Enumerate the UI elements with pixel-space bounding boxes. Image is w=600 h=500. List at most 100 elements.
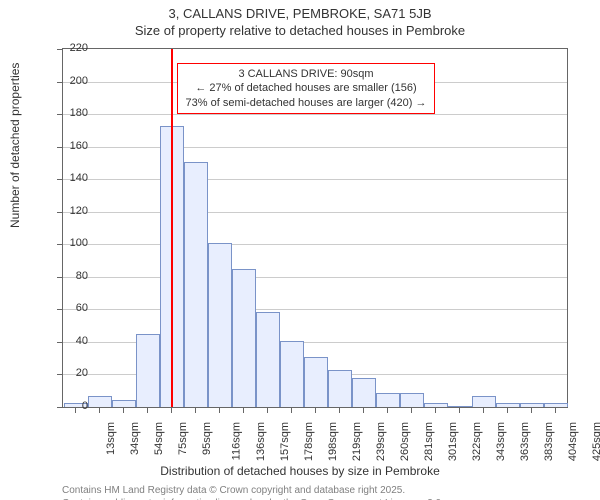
gridline	[63, 212, 567, 213]
histogram-bar	[112, 400, 136, 408]
attribution-footer: Contains HM Land Registry data © Crown c…	[62, 484, 444, 500]
x-tick-label: 54sqm	[153, 422, 165, 455]
x-tick-label: 239sqm	[375, 422, 387, 461]
x-tick	[291, 407, 292, 413]
x-tick-label: 281sqm	[423, 422, 435, 461]
y-tick-label: 40	[76, 335, 88, 347]
x-tick	[219, 407, 220, 413]
gridline	[63, 309, 567, 310]
histogram-bar	[352, 378, 376, 407]
x-tick	[435, 407, 436, 413]
y-axis-label: Number of detached properties	[8, 63, 22, 228]
histogram-bar	[256, 312, 280, 407]
y-tick-label: 180	[70, 107, 88, 119]
annotation-line: ← 27% of detached houses are smaller (15…	[184, 81, 428, 95]
x-tick-label: 425sqm	[591, 422, 600, 461]
x-tick	[531, 407, 532, 413]
y-tick-label: 200	[70, 75, 88, 87]
y-tick	[57, 82, 63, 83]
x-tick-label: 34sqm	[129, 422, 141, 455]
histogram-bar	[136, 334, 160, 407]
x-tick-label: 260sqm	[399, 422, 411, 461]
footer-line-1: Contains HM Land Registry data © Crown c…	[62, 484, 444, 497]
y-tick	[57, 309, 63, 310]
x-tick	[195, 407, 196, 413]
x-tick	[243, 407, 244, 413]
histogram-bar	[280, 341, 304, 407]
y-tick	[57, 179, 63, 180]
y-tick-label: 220	[70, 42, 88, 54]
y-tick-label: 20	[76, 367, 88, 379]
histogram-bar	[376, 393, 400, 407]
histogram-bar	[304, 357, 328, 407]
x-tick	[123, 407, 124, 413]
x-tick	[99, 407, 100, 413]
x-tick-label: 136sqm	[255, 422, 267, 461]
x-tick-label: 301sqm	[447, 422, 459, 461]
gridline	[63, 277, 567, 278]
x-tick-label: 178sqm	[303, 422, 315, 461]
gridline	[63, 114, 567, 115]
x-tick	[555, 407, 556, 413]
x-tick	[339, 407, 340, 413]
gridline	[63, 147, 567, 148]
histogram-bar	[472, 396, 496, 407]
x-tick	[411, 407, 412, 413]
y-tick-label: 0	[82, 400, 88, 412]
gridline	[63, 179, 567, 180]
x-axis-label: Distribution of detached houses by size …	[0, 464, 600, 478]
y-tick	[57, 342, 63, 343]
histogram-bar	[88, 396, 112, 407]
x-tick-label: 198sqm	[327, 422, 339, 461]
x-tick-label: 363sqm	[519, 422, 531, 461]
x-tick	[147, 407, 148, 413]
title-block: 3, CALLANS DRIVE, PEMBROKE, SA71 5JB Siz…	[0, 6, 600, 38]
histogram-bar	[208, 243, 232, 407]
x-tick	[459, 407, 460, 413]
x-tick	[315, 407, 316, 413]
histogram-bar	[232, 269, 256, 407]
y-tick	[57, 114, 63, 115]
x-tick-label: 157sqm	[279, 422, 291, 461]
histogram-bar	[184, 162, 208, 407]
chart-container: 3, CALLANS DRIVE, PEMBROKE, SA71 5JB Siz…	[0, 0, 600, 500]
subject-marker-line	[171, 49, 173, 407]
y-tick	[57, 374, 63, 375]
x-tick-label: 404sqm	[567, 422, 579, 461]
page-title: 3, CALLANS DRIVE, PEMBROKE, SA71 5JB	[0, 6, 600, 21]
x-tick-label: 322sqm	[471, 422, 483, 461]
y-tick	[57, 244, 63, 245]
x-tick	[171, 407, 172, 413]
x-tick-label: 13sqm	[105, 422, 117, 455]
y-tick-label: 80	[76, 270, 88, 282]
y-tick	[57, 49, 63, 50]
gridline	[63, 244, 567, 245]
x-tick-label: 219sqm	[351, 422, 363, 461]
histogram-bar	[400, 393, 424, 407]
y-tick-label: 60	[76, 302, 88, 314]
histogram-bar	[328, 370, 352, 407]
page-subtitle: Size of property relative to detached ho…	[0, 23, 600, 38]
x-tick-label: 116sqm	[230, 422, 242, 460]
x-tick-label: 383sqm	[543, 422, 555, 461]
y-tick-label: 120	[70, 205, 88, 217]
annotation-line: 3 CALLANS DRIVE: 90sqm	[184, 67, 428, 81]
annotation-line: 73% of semi-detached houses are larger (…	[184, 96, 428, 110]
x-tick-label: 75sqm	[177, 422, 189, 455]
y-tick-label: 160	[70, 140, 88, 152]
x-tick	[75, 407, 76, 413]
x-tick	[363, 407, 364, 413]
y-tick	[57, 407, 63, 408]
plot-area: 3 CALLANS DRIVE: 90sqm← 27% of detached …	[62, 48, 568, 408]
y-tick-label: 140	[70, 172, 88, 184]
x-tick	[387, 407, 388, 413]
y-tick	[57, 277, 63, 278]
x-tick	[483, 407, 484, 413]
y-tick-label: 100	[70, 237, 88, 249]
y-tick	[57, 212, 63, 213]
y-tick	[57, 147, 63, 148]
x-tick-label: 343sqm	[495, 422, 507, 461]
x-tick	[507, 407, 508, 413]
annotation-box: 3 CALLANS DRIVE: 90sqm← 27% of detached …	[177, 63, 435, 114]
x-tick-label: 95sqm	[201, 422, 213, 455]
